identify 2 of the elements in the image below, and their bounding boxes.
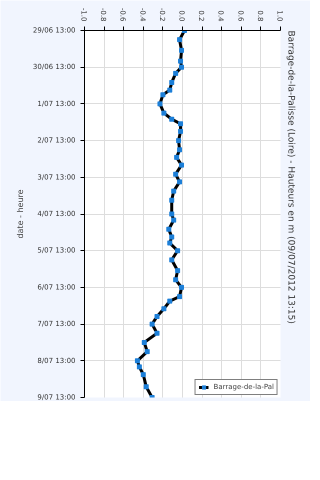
text: Barrage-de-la-Palisse (Loire) - Hauteurs en m (09/07/2012 13:15)	[286, 30, 296, 324]
y-axis-title: date - heure	[16, 189, 25, 239]
